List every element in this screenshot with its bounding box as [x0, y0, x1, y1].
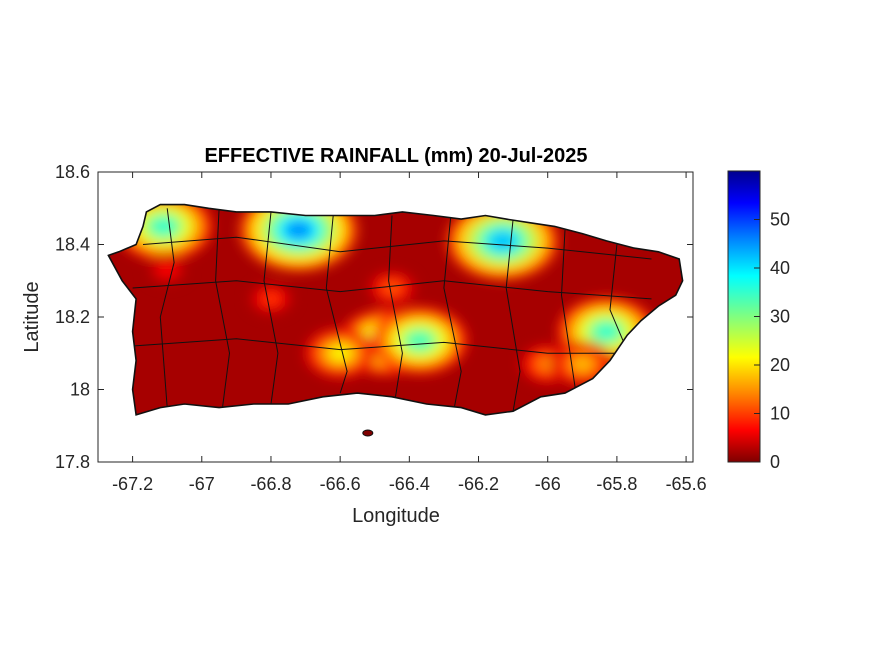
boundary-line-2	[263, 211, 279, 405]
y-tick-label: 18.6	[55, 162, 90, 182]
boundary-line-4	[388, 215, 403, 397]
chart-title: EFFECTIVE RAINFALL (mm) 20-Jul-2025	[204, 145, 587, 167]
colorbar-tick-label: 40	[770, 258, 790, 278]
boundary-line-7	[560, 229, 576, 390]
boundary-line-6	[505, 219, 521, 412]
x-tick-label: -66.8	[250, 474, 291, 494]
axis-ticks: -67.2 -67 -66.8 -66.6 -66.4 -66.2 -66 -65.8 -65.…	[55, 162, 707, 494]
rainfall-field	[108, 204, 683, 415]
boundary-line-3	[325, 215, 348, 394]
x-tick-label: -66	[535, 474, 561, 494]
colorbar-tick-label: 0	[770, 452, 780, 472]
rainfall-hotspot-5-level-4	[594, 322, 619, 341]
x-tick-label: -67	[189, 474, 215, 494]
rainfall-hotspot-11-level-4	[161, 266, 173, 274]
rainfall-hotspot-9-level-4	[385, 283, 399, 293]
x-tick-label: -66.4	[389, 474, 430, 494]
y-tick-label: 17.8	[55, 452, 90, 472]
boundary-line-9	[132, 280, 652, 300]
rainfall-hotspot-6-level-4	[331, 346, 350, 360]
x-tick-label: -66.2	[458, 474, 499, 494]
rainfall-hotspot-0-level-4	[283, 219, 314, 241]
y-tick-label: 18.4	[55, 235, 90, 255]
island-outline	[107, 203, 684, 416]
x-tick-label: -66.6	[320, 474, 361, 494]
rainfall-map	[107, 203, 684, 437]
rainfall-blobs	[114, 204, 656, 387]
rainfall-hotspot-8-level-4	[574, 358, 591, 370]
colorbar-tick-label: 20	[770, 355, 790, 375]
municipal-boundaries	[132, 208, 652, 412]
x-tick-label: -65.6	[666, 474, 707, 494]
boundary-line-8	[609, 244, 625, 343]
boundary-line-5	[443, 215, 462, 408]
rainfall-hotspot-1-level-4	[488, 231, 517, 251]
colorbar-tick-label: 10	[770, 404, 790, 424]
colorbar-ticks: 0 10 20 30 40 50	[754, 210, 790, 472]
boundary-line-1	[215, 208, 231, 408]
x-tick-label: -67.2	[112, 474, 153, 494]
rainfall-hotspot-2-level-4	[151, 217, 176, 235]
x-axis-label: Longitude	[352, 505, 440, 527]
boundary-line-0	[159, 208, 175, 408]
boundary-line-11	[142, 236, 652, 260]
rainfall-hotspot-4-level-4	[407, 332, 432, 349]
y-tick-label: 18	[70, 380, 90, 400]
boundary-line-10	[132, 338, 617, 354]
y-axis-label: Latitude	[21, 281, 43, 352]
islet	[362, 429, 374, 437]
x-tick-label: -65.8	[596, 474, 637, 494]
colorbar-tick-label: 50	[770, 210, 790, 230]
colorbar-tick-label: 30	[770, 307, 790, 327]
y-tick-label: 18.2	[55, 307, 90, 327]
